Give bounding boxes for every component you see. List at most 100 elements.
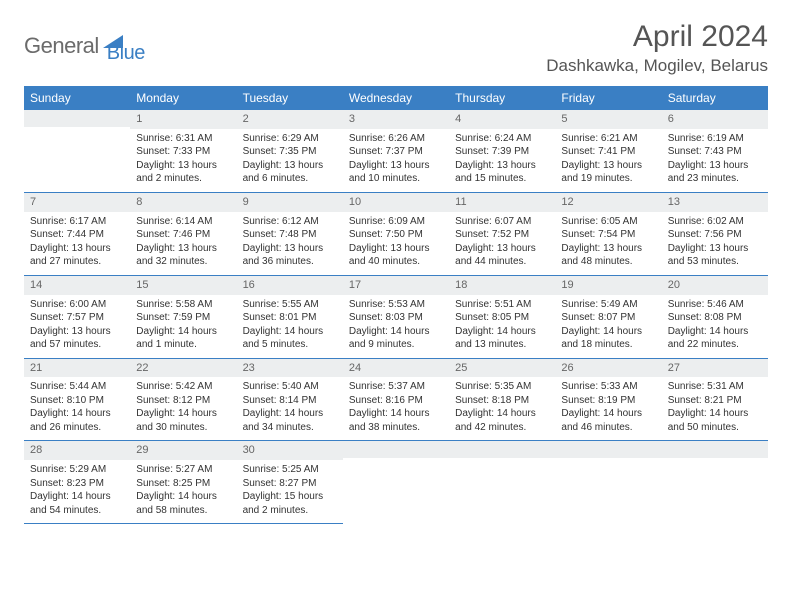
day-cell: 20Sunrise: 5:46 AMSunset: 8:08 PMDayligh…	[662, 276, 768, 359]
day-number: 4	[449, 110, 555, 129]
sunset-text: Sunset: 7:44 PM	[30, 228, 124, 242]
day-number: 5	[555, 110, 661, 129]
day-number: 22	[130, 359, 236, 378]
daylight-text: Daylight: 13 hours and 36 minutes.	[243, 242, 337, 269]
sunset-text: Sunset: 7:41 PM	[561, 145, 655, 159]
day-cell: 26Sunrise: 5:33 AMSunset: 8:19 PMDayligh…	[555, 359, 661, 442]
sunrise-text: Sunrise: 5:37 AM	[349, 380, 443, 394]
daylight-text: Daylight: 13 hours and 19 minutes.	[561, 159, 655, 186]
day-number: 26	[555, 359, 661, 378]
day-body: Sunrise: 6:05 AMSunset: 7:54 PMDaylight:…	[555, 212, 661, 275]
day-cell: 11Sunrise: 6:07 AMSunset: 7:52 PMDayligh…	[449, 193, 555, 276]
daylight-text: Daylight: 13 hours and 44 minutes.	[455, 242, 549, 269]
day-number: 18	[449, 276, 555, 295]
daylight-text: Daylight: 14 hours and 9 minutes.	[349, 325, 443, 352]
day-number: 21	[24, 359, 130, 378]
day-number: 19	[555, 276, 661, 295]
day-number	[555, 441, 661, 458]
sunrise-text: Sunrise: 6:19 AM	[668, 132, 762, 146]
sunrise-text: Sunrise: 6:14 AM	[136, 215, 230, 229]
day-number: 24	[343, 359, 449, 378]
day-cell: 22Sunrise: 5:42 AMSunset: 8:12 PMDayligh…	[130, 359, 236, 442]
daylight-text: Daylight: 14 hours and 22 minutes.	[668, 325, 762, 352]
sunrise-text: Sunrise: 6:07 AM	[455, 215, 549, 229]
weekday-mon: Monday	[130, 86, 236, 110]
title-block: April 2024 Dashkawka, Mogilev, Belarus	[546, 20, 768, 76]
week-row: 14Sunrise: 6:00 AMSunset: 7:57 PMDayligh…	[24, 276, 768, 359]
daylight-text: Daylight: 14 hours and 46 minutes.	[561, 407, 655, 434]
sunrise-text: Sunrise: 5:55 AM	[243, 298, 337, 312]
day-body: Sunrise: 6:00 AMSunset: 7:57 PMDaylight:…	[24, 295, 130, 358]
day-cell	[343, 441, 449, 524]
day-cell: 18Sunrise: 5:51 AMSunset: 8:05 PMDayligh…	[449, 276, 555, 359]
month-title: April 2024	[546, 20, 768, 54]
day-cell: 17Sunrise: 5:53 AMSunset: 8:03 PMDayligh…	[343, 276, 449, 359]
week-row: 21Sunrise: 5:44 AMSunset: 8:10 PMDayligh…	[24, 359, 768, 442]
day-cell: 7Sunrise: 6:17 AMSunset: 7:44 PMDaylight…	[24, 193, 130, 276]
daylight-text: Daylight: 14 hours and 18 minutes.	[561, 325, 655, 352]
sunrise-text: Sunrise: 5:27 AM	[136, 463, 230, 477]
day-body: Sunrise: 6:31 AMSunset: 7:33 PMDaylight:…	[130, 129, 236, 192]
day-cell: 2Sunrise: 6:29 AMSunset: 7:35 PMDaylight…	[237, 110, 343, 193]
day-number: 28	[24, 441, 130, 460]
daylight-text: Daylight: 14 hours and 13 minutes.	[455, 325, 549, 352]
sunset-text: Sunset: 7:43 PM	[668, 145, 762, 159]
day-body: Sunrise: 6:19 AMSunset: 7:43 PMDaylight:…	[662, 129, 768, 192]
daylight-text: Daylight: 13 hours and 53 minutes.	[668, 242, 762, 269]
day-body: Sunrise: 6:24 AMSunset: 7:39 PMDaylight:…	[449, 129, 555, 192]
day-cell	[662, 441, 768, 524]
day-number	[662, 441, 768, 458]
day-cell	[24, 110, 130, 193]
sunset-text: Sunset: 8:27 PM	[243, 477, 337, 491]
day-body: Sunrise: 6:17 AMSunset: 7:44 PMDaylight:…	[24, 212, 130, 275]
sunrise-text: Sunrise: 6:24 AM	[455, 132, 549, 146]
sunset-text: Sunset: 7:54 PM	[561, 228, 655, 242]
sunrise-text: Sunrise: 5:58 AM	[136, 298, 230, 312]
week-row: 1Sunrise: 6:31 AMSunset: 7:33 PMDaylight…	[24, 110, 768, 193]
sunrise-text: Sunrise: 6:21 AM	[561, 132, 655, 146]
sunset-text: Sunset: 8:21 PM	[668, 394, 762, 408]
daylight-text: Daylight: 13 hours and 27 minutes.	[30, 242, 124, 269]
day-number: 27	[662, 359, 768, 378]
day-body: Sunrise: 5:31 AMSunset: 8:21 PMDaylight:…	[662, 377, 768, 440]
sunrise-text: Sunrise: 5:51 AM	[455, 298, 549, 312]
day-cell: 5 Sunrise: 6:21 AMSunset: 7:41 PMDaylight…	[555, 110, 661, 193]
daylight-text: Daylight: 14 hours and 1 minute.	[136, 325, 230, 352]
day-body: Sunrise: 5:37 AMSunset: 8:16 PMDaylight:…	[343, 377, 449, 440]
sunset-text: Sunset: 7:39 PM	[455, 145, 549, 159]
weekday-wed: Wednesday	[343, 86, 449, 110]
day-number: 6	[662, 110, 768, 129]
day-body: Sunrise: 5:25 AMSunset: 8:27 PMDaylight:…	[237, 460, 343, 523]
sunrise-text: Sunrise: 5:49 AM	[561, 298, 655, 312]
sunset-text: Sunset: 8:05 PM	[455, 311, 549, 325]
sunrise-text: Sunrise: 5:53 AM	[349, 298, 443, 312]
day-number: 25	[449, 359, 555, 378]
day-body: Sunrise: 5:55 AMSunset: 8:01 PMDaylight:…	[237, 295, 343, 358]
day-number: 23	[237, 359, 343, 378]
logo: General Blue	[24, 26, 145, 65]
sunset-text: Sunset: 7:48 PM	[243, 228, 337, 242]
weeks-container: 1Sunrise: 6:31 AMSunset: 7:33 PMDaylight…	[24, 110, 768, 524]
daylight-text: Daylight: 14 hours and 50 minutes.	[668, 407, 762, 434]
day-number: 2	[237, 110, 343, 129]
day-cell: 13Sunrise: 6:02 AMSunset: 7:56 PMDayligh…	[662, 193, 768, 276]
logo-text-part1: General	[24, 33, 99, 59]
sunrise-text: Sunrise: 5:42 AM	[136, 380, 230, 394]
sunset-text: Sunset: 7:46 PM	[136, 228, 230, 242]
day-cell: 10Sunrise: 6:09 AMSunset: 7:50 PMDayligh…	[343, 193, 449, 276]
day-body: Sunrise: 5:51 AMSunset: 8:05 PMDaylight:…	[449, 295, 555, 358]
day-number: 17	[343, 276, 449, 295]
day-body: Sunrise: 6:07 AMSunset: 7:52 PMDaylight:…	[449, 212, 555, 275]
sunset-text: Sunset: 8:07 PM	[561, 311, 655, 325]
day-number: 30	[237, 441, 343, 460]
day-body: Sunrise: 5:40 AMSunset: 8:14 PMDaylight:…	[237, 377, 343, 440]
daylight-text: Daylight: 13 hours and 2 minutes.	[136, 159, 230, 186]
sunset-text: Sunset: 8:25 PM	[136, 477, 230, 491]
sunset-text: Sunset: 7:52 PM	[455, 228, 549, 242]
day-number: 20	[662, 276, 768, 295]
daylight-text: Daylight: 13 hours and 15 minutes.	[455, 159, 549, 186]
sunrise-text: Sunrise: 6:17 AM	[30, 215, 124, 229]
day-cell: 12Sunrise: 6:05 AMSunset: 7:54 PMDayligh…	[555, 193, 661, 276]
day-number: 11	[449, 193, 555, 212]
weekday-thu: Thursday	[449, 86, 555, 110]
